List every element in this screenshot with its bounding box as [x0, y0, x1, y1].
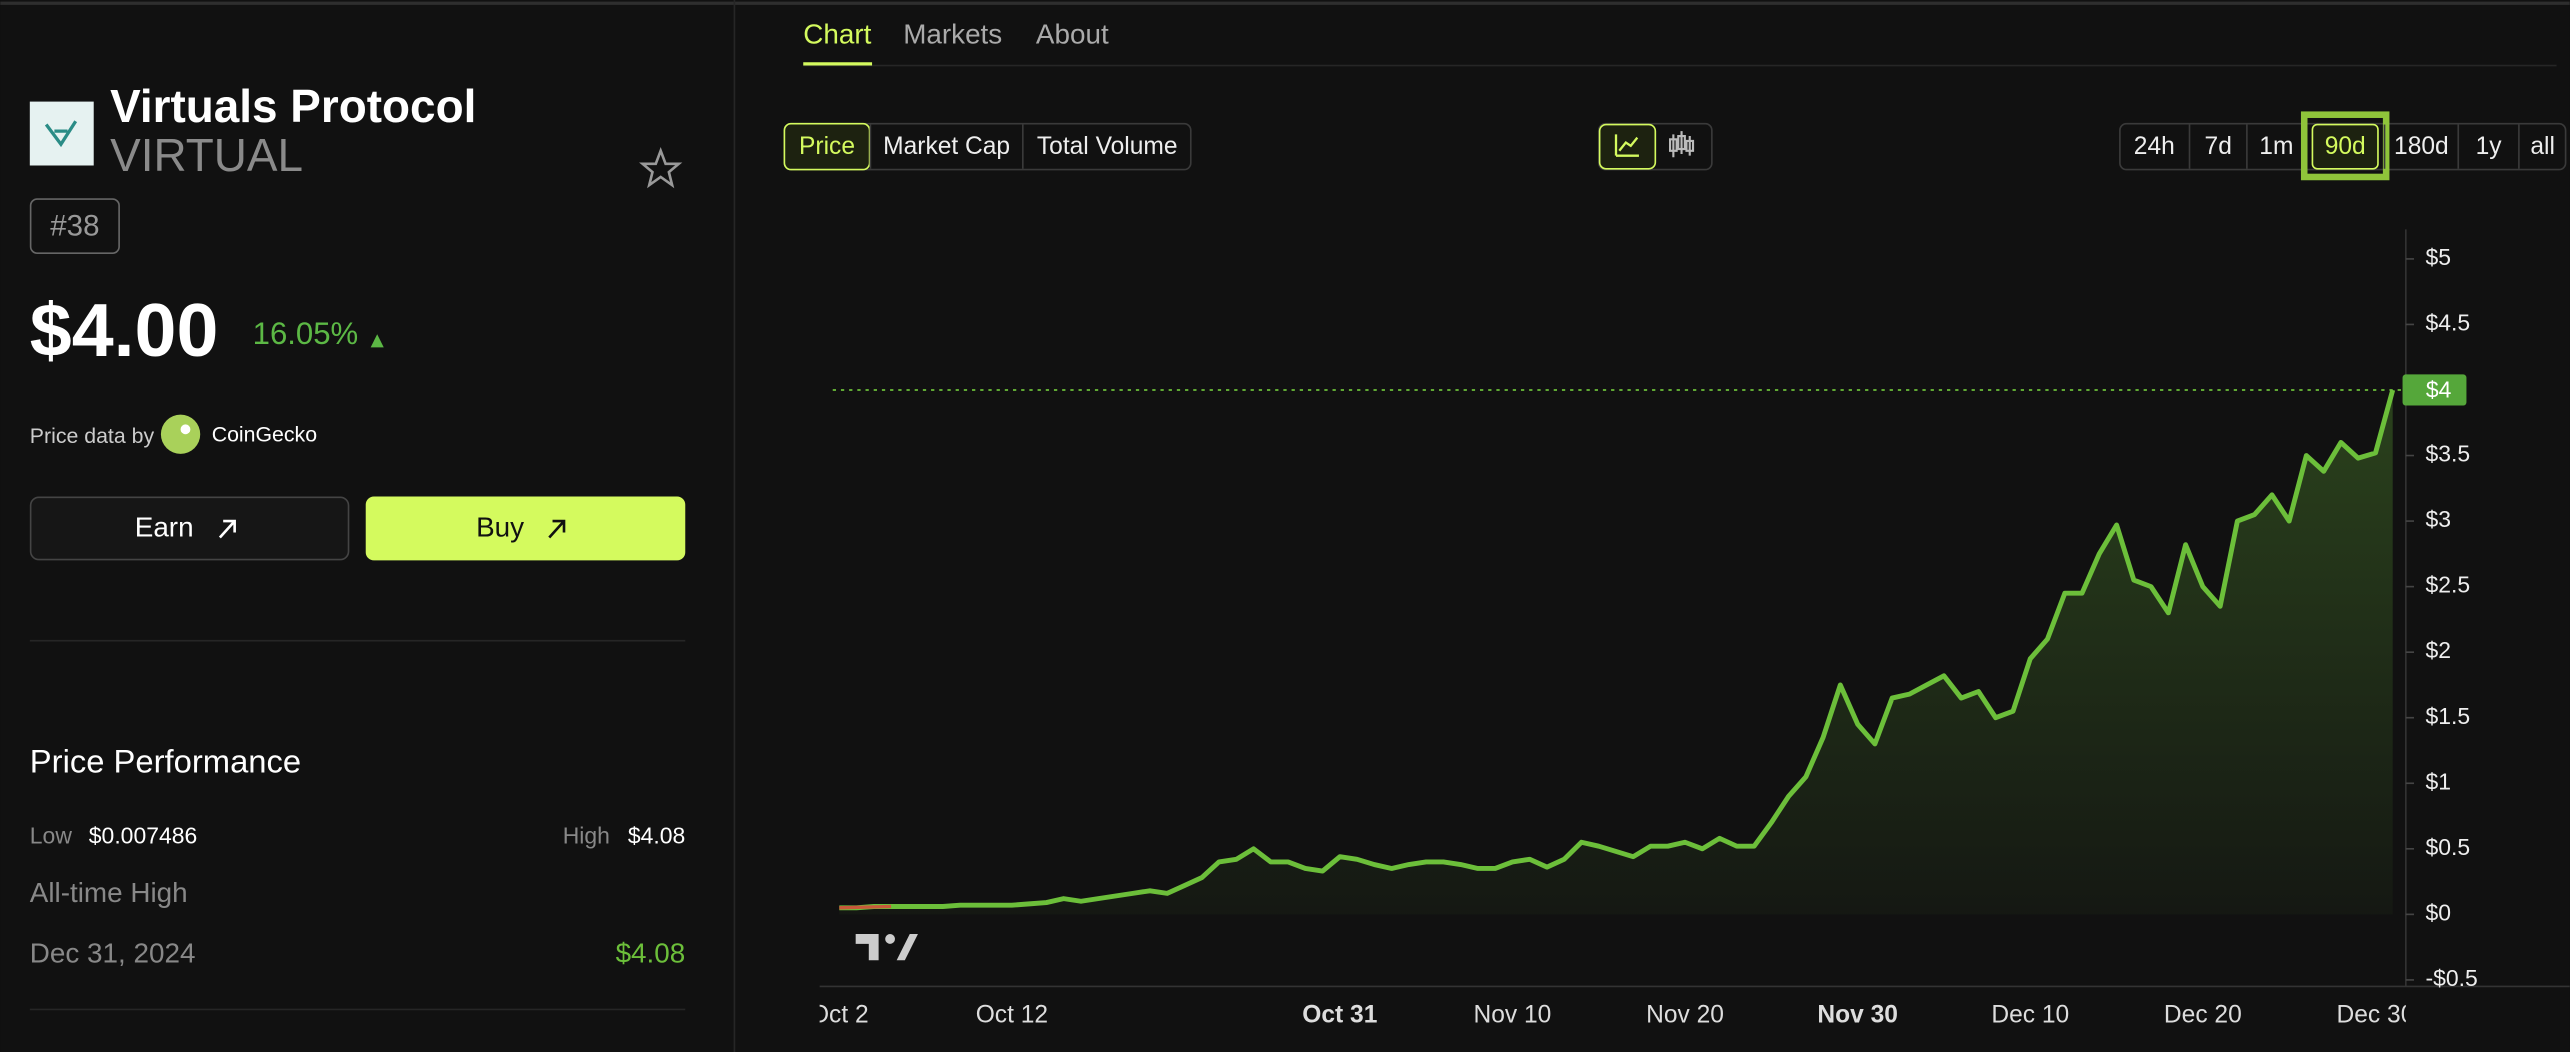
metric-tab[interactable]: Price — [799, 133, 855, 160]
x-tick-label: Oct 12 — [976, 1001, 1048, 1028]
range-button[interactable]: 24h — [2134, 133, 2175, 160]
y-tick-label: $4.5 — [2425, 310, 2470, 336]
buy-button[interactable] — [365, 496, 686, 561]
range-highlight — [2300, 111, 2390, 181]
price-source-label: Price data by — [30, 424, 155, 448]
favorite-star[interactable] — [639, 147, 683, 189]
coingecko-eye — [180, 424, 191, 435]
ath-label: All-time High — [30, 877, 188, 908]
token-logo-mark — [44, 120, 78, 148]
coingecko-logo — [160, 414, 201, 454]
x-tick-label: Dec 10 — [1991, 1001, 2069, 1028]
earn-label[interactable]: Earn — [135, 512, 194, 543]
earn-arrow — [218, 519, 236, 539]
high-label: High — [563, 822, 610, 848]
range-selected — [2311, 123, 2379, 170]
y-tick-label: $2 — [2425, 637, 2451, 663]
x-labels: Oct 2 Oct 12 Oct 31 Nov 10 Nov 20 Nov 30 Dec 1… — [810, 1001, 2415, 1028]
price: $4.00 — [30, 288, 219, 372]
x-tick-label: Dec 30 — [2337, 1001, 2415, 1028]
range-button[interactable]: 90d — [2325, 133, 2366, 160]
nav-tab[interactable]: Chart — [803, 18, 871, 49]
low-value: $0.007486 — [89, 822, 197, 848]
rank: #38 — [50, 210, 99, 243]
range-button[interactable]: all — [2530, 133, 2555, 160]
price-source: CoinGecko — [212, 423, 317, 447]
buy-label[interactable]: Buy — [476, 512, 524, 543]
performance-title: Price Performance — [30, 742, 301, 779]
x-tick-label: Nov 20 — [1646, 1001, 1724, 1028]
y-tick-label: $3.5 — [2425, 441, 2470, 467]
ath-value: $4.08 — [616, 938, 686, 969]
token-logo — [29, 101, 94, 166]
y-tick-label: $0.5 — [2425, 834, 2470, 860]
range-button[interactable]: 180d — [2394, 133, 2449, 160]
y-tick-label: $3 — [2425, 506, 2451, 532]
tradingview-logo-dot — [885, 934, 896, 944]
rank-badge — [29, 198, 120, 254]
y-tick-label: $0 — [2425, 899, 2451, 925]
price-change: 16.05% — [253, 316, 359, 351]
buy-arrow — [548, 519, 566, 539]
low-label: Low — [30, 822, 73, 848]
y-tick-label: $5 — [2425, 244, 2451, 270]
y-tick-label: $2.5 — [2425, 572, 2470, 598]
metric-tab[interactable]: Market Cap — [883, 133, 1010, 160]
y-tick-label: -$0.5 — [2425, 965, 2477, 991]
earn-button[interactable] — [29, 496, 350, 561]
token-name: Virtuals Protocol — [110, 80, 476, 132]
current-price-badge — [2402, 374, 2467, 406]
x-tick-label: Nov 10 — [1474, 1001, 1552, 1028]
metric-tab[interactable]: Total Volume — [1037, 133, 1178, 160]
price-area — [839, 389, 2393, 915]
change-up-arrow — [370, 334, 384, 348]
y-tick-label: $1.5 — [2425, 703, 2470, 729]
x-tick-label: Dec 20 — [2164, 1001, 2242, 1028]
line-chart-icon — [1614, 134, 1639, 157]
tradingview-logo — [855, 934, 918, 961]
x-tick-label: Oct 31 — [1302, 1001, 1377, 1028]
candle-chart-icon[interactable] — [1669, 131, 1695, 158]
range-button[interactable]: 7d — [2205, 133, 2232, 160]
price-line-start — [839, 904, 892, 910]
price-line — [839, 389, 2396, 911]
x-tick-label: Nov 30 — [1817, 1001, 1898, 1028]
current-price-label: $4 — [2426, 377, 2452, 403]
range-button[interactable]: 1y — [2476, 133, 2503, 160]
nav-tab[interactable]: Markets — [903, 18, 1002, 49]
token-symbol: VIRTUAL — [110, 129, 303, 181]
y-tick-label: $1 — [2425, 768, 2451, 794]
high-value: $4.08 — [628, 822, 685, 848]
nav-tab[interactable]: About — [1036, 18, 1109, 49]
range-button[interactable]: 1m — [2259, 133, 2293, 160]
ath-date: Dec 31, 2024 — [30, 938, 196, 969]
x-tick-label: Oct 2 — [810, 1001, 869, 1028]
line-chart-button[interactable] — [1598, 123, 1657, 170]
